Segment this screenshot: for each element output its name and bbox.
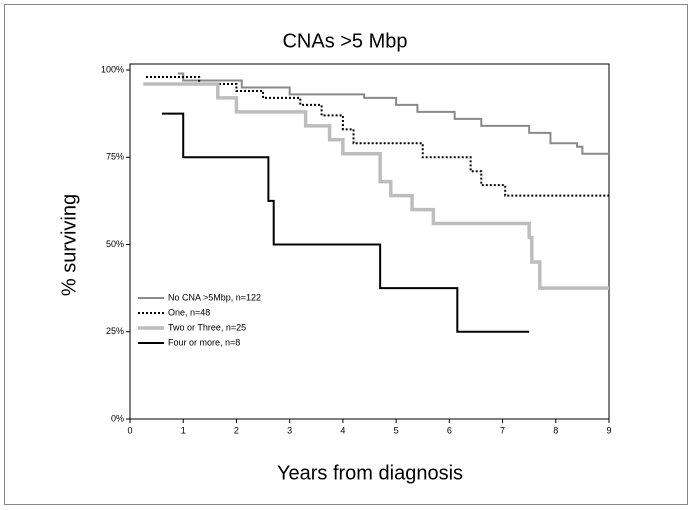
y-tick-label: 100% — [101, 64, 124, 74]
y-tick-label: 75% — [106, 152, 124, 162]
x-tick-label: 9 — [606, 425, 611, 435]
legend-label: No CNA >5Mbp, n=122 — [168, 292, 261, 302]
x-tick-label: 3 — [287, 425, 292, 435]
x-tick-label: 1 — [181, 425, 186, 435]
y-tick-label: 0% — [111, 413, 124, 423]
y-axis-label: % surviving — [58, 194, 80, 296]
x-tick-label: 7 — [500, 425, 505, 435]
x-axis-label: Years from diagnosis — [277, 462, 463, 484]
x-tick-label: 4 — [340, 425, 345, 435]
plot-frame — [129, 63, 610, 420]
y-tick-label: 50% — [106, 239, 124, 249]
y-tick-label: 25% — [106, 326, 124, 336]
survival-line — [161, 112, 530, 333]
x-tick-label: 8 — [553, 425, 558, 435]
chart-title: CNAs >5 Mbp — [282, 30, 407, 52]
legend-label: Two or Three, n=25 — [168, 322, 246, 332]
x-tick-label: 0 — [127, 425, 132, 435]
chart-frame — [4, 4, 688, 505]
legend-label: Four or more, n=8 — [168, 337, 240, 347]
legend-label: One, n=48 — [168, 307, 210, 317]
survival-line — [177, 72, 609, 155]
x-tick-label: 2 — [234, 425, 239, 435]
x-tick-label: 6 — [447, 425, 452, 435]
x-tick-label: 5 — [394, 425, 399, 435]
survival-line — [143, 82, 609, 290]
